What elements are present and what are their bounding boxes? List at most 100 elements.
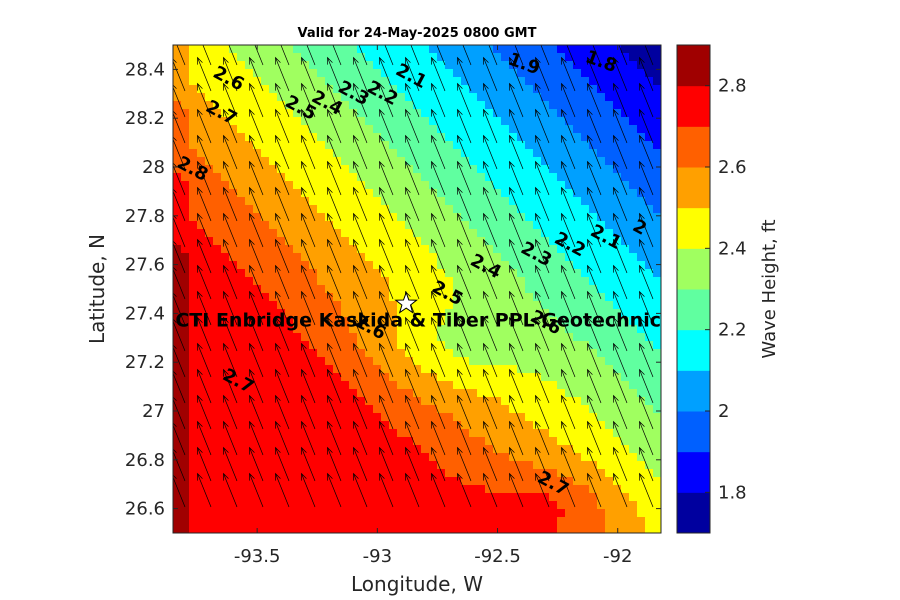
contour-cell	[309, 413, 318, 422]
contour-cell	[493, 325, 502, 334]
station-star-icon	[394, 291, 418, 314]
contour-cell	[421, 445, 430, 454]
contour-cell	[509, 325, 518, 334]
contour-cell	[181, 173, 190, 182]
contour-cell	[557, 381, 566, 390]
contour-cell	[221, 277, 230, 286]
arrow-shaft	[405, 473, 420, 508]
contour-cell	[645, 381, 654, 390]
direction-arrow	[197, 82, 212, 118]
direction-arrow	[613, 82, 628, 118]
contour-cell	[485, 517, 494, 526]
contour-cell	[317, 509, 326, 518]
contour-cell	[205, 293, 214, 302]
contour-cell	[181, 269, 190, 278]
contour-cell	[365, 461, 374, 470]
contour-cell	[285, 525, 294, 533]
contour-cell	[341, 141, 350, 150]
contour-cell	[509, 157, 518, 166]
contour-cell	[493, 125, 502, 134]
contour-cell	[365, 165, 374, 174]
contour-cell	[309, 173, 318, 182]
contour-cell	[485, 381, 494, 390]
contour-cell	[221, 93, 230, 102]
contour-cell	[589, 501, 598, 510]
contour-cell	[501, 149, 510, 158]
arrow-shaft	[173, 424, 186, 456]
arrow-head	[405, 264, 411, 273]
arrow-head	[327, 56, 333, 65]
contour-cell	[629, 517, 638, 526]
contour-cell	[421, 197, 430, 206]
arrow-shaft	[561, 265, 576, 300]
contour-cell	[581, 85, 590, 94]
contour-cell	[205, 309, 214, 318]
arrow-head	[535, 342, 541, 351]
contour-cell	[605, 517, 614, 526]
contour-cell	[501, 157, 510, 166]
contour-cell	[493, 413, 502, 422]
direction-arrow	[509, 264, 524, 300]
contour-cell	[581, 245, 590, 254]
contour-cell	[421, 349, 430, 358]
arrow-shaft	[587, 395, 602, 430]
contour-cell	[229, 85, 238, 94]
arrow-head	[301, 56, 307, 65]
contour-cell	[325, 221, 334, 230]
arrow-shaft	[405, 369, 420, 404]
arrow-shaft	[353, 369, 368, 404]
contour-cell	[525, 133, 534, 142]
contour-cell	[485, 261, 494, 270]
contour-cell	[525, 509, 534, 518]
contour-cell	[221, 437, 230, 446]
contour-cell	[181, 341, 190, 350]
contour-cell	[285, 229, 294, 238]
arrow-shaft	[483, 473, 498, 508]
contour-cell	[197, 277, 206, 286]
y-tick-label: 28.2	[125, 108, 165, 129]
contour-cell	[589, 165, 598, 174]
contour-cell	[461, 213, 470, 222]
contour-cell	[381, 125, 390, 134]
arrow-head	[275, 212, 281, 221]
contour-cell	[421, 61, 430, 70]
contour-cell	[397, 429, 406, 438]
contour-cell	[325, 181, 334, 190]
contour-cell	[293, 525, 302, 533]
arrow-shaft	[561, 109, 576, 144]
contour-cell	[333, 277, 342, 286]
contour-cell	[445, 85, 454, 94]
contour-cell	[501, 261, 510, 270]
contour-cell	[477, 45, 486, 54]
arrow-head	[561, 238, 567, 247]
contour-cell	[381, 509, 390, 518]
contour-cell	[301, 165, 310, 174]
contour-cell	[197, 341, 206, 350]
contour-cell	[213, 485, 222, 494]
contour-cell	[173, 189, 182, 198]
contour-cell	[469, 157, 478, 166]
chart-title: Valid for 24-May-2025 0800 GMT	[298, 26, 537, 41]
contour-cell	[381, 229, 390, 238]
contour-cell	[253, 293, 262, 302]
contour-cell	[445, 213, 454, 222]
direction-arrow	[431, 186, 446, 222]
contour-cell	[565, 253, 574, 262]
contour-cell	[205, 517, 214, 526]
contour-cell	[381, 117, 390, 126]
contour-cell	[293, 181, 302, 190]
contour-cell	[373, 285, 382, 294]
contour-cell	[405, 69, 414, 78]
contour-cell	[453, 349, 462, 358]
contour-cell	[197, 125, 206, 134]
contour-cell	[277, 389, 286, 398]
arrow-shaft	[561, 239, 576, 274]
contour-cell	[405, 389, 414, 398]
contour-cell	[173, 53, 182, 62]
contour-cell	[373, 101, 382, 110]
contour-cell	[613, 293, 622, 302]
contour-cell	[637, 285, 646, 294]
contour-cell	[493, 437, 502, 446]
contour-cell	[405, 333, 414, 342]
y-tick-label: 27.6	[125, 255, 165, 276]
